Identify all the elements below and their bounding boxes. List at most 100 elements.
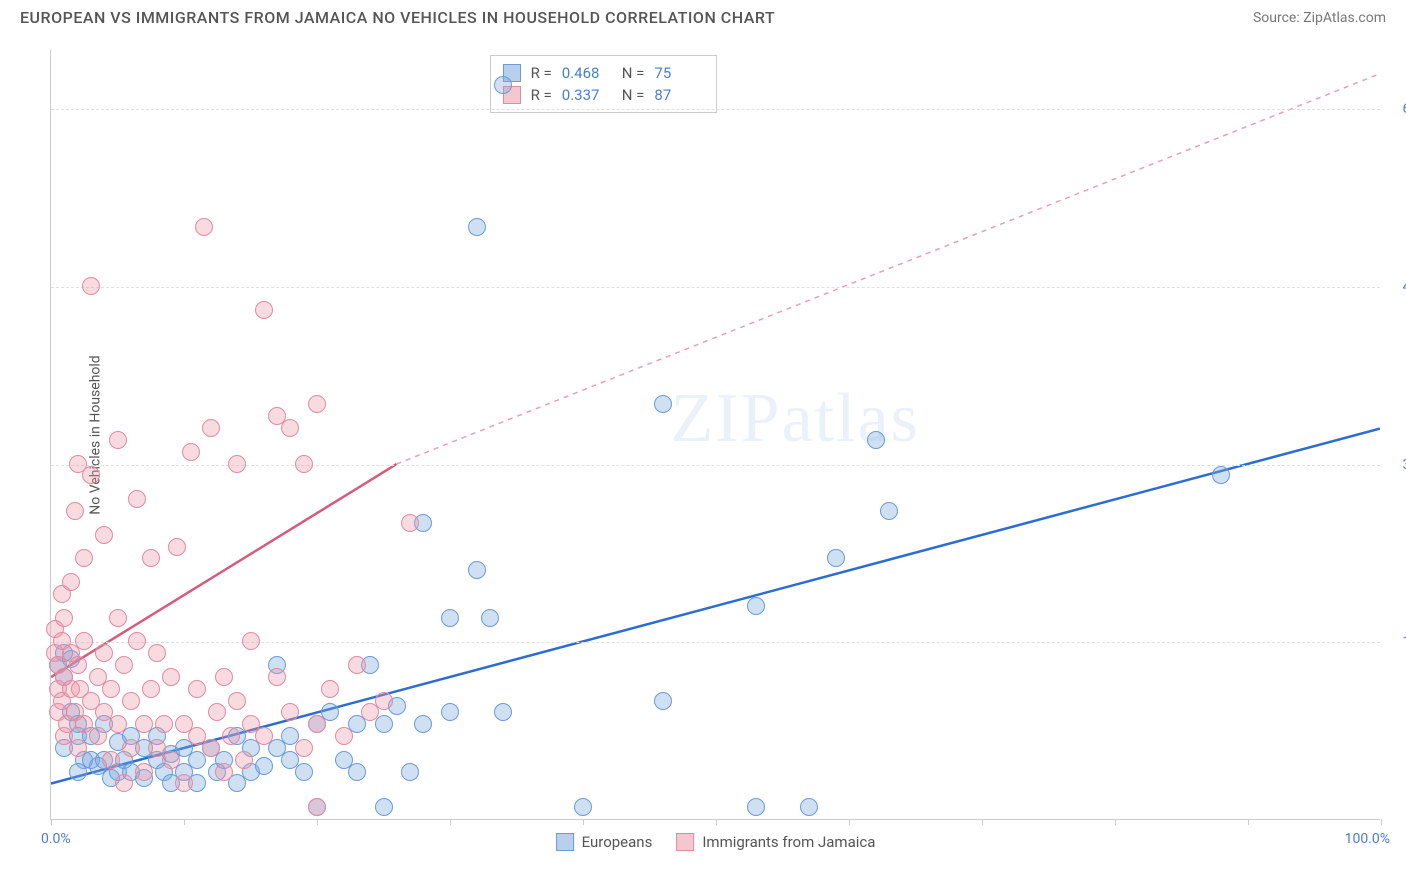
x-tick xyxy=(1381,819,1382,825)
data-point xyxy=(148,644,166,662)
data-point xyxy=(142,680,160,698)
data-point xyxy=(654,395,672,413)
gridline xyxy=(51,109,1380,110)
data-point xyxy=(95,644,113,662)
data-point xyxy=(128,490,146,508)
x-tick xyxy=(1248,819,1249,825)
data-point xyxy=(195,218,213,236)
legend: Europeans Immigrants from Jamaica xyxy=(556,833,876,851)
data-point xyxy=(494,703,512,721)
data-point xyxy=(188,680,206,698)
gridline xyxy=(51,287,1380,288)
watermark-bold: ZIP xyxy=(671,380,782,457)
data-point xyxy=(308,395,326,413)
data-point xyxy=(89,727,107,745)
data-point xyxy=(654,692,672,710)
data-point xyxy=(255,727,273,745)
legend-item: Immigrants from Jamaica xyxy=(676,833,875,851)
x-tick xyxy=(51,819,52,825)
data-point xyxy=(69,656,87,674)
data-point xyxy=(747,798,765,816)
chart-title: EUROPEAN VS IMMIGRANTS FROM JAMAICA NO V… xyxy=(20,8,775,27)
data-point xyxy=(115,774,133,792)
data-point xyxy=(494,76,512,94)
data-point xyxy=(747,597,765,615)
data-point xyxy=(162,668,180,686)
source-attribution: Source: ZipAtlas.com xyxy=(1253,10,1386,26)
data-point xyxy=(468,218,486,236)
y-axis-title: No Vehicles in Household xyxy=(88,355,104,514)
data-point xyxy=(295,455,313,473)
y-tick-label: 30.0% xyxy=(1385,457,1406,473)
data-point xyxy=(66,502,84,520)
x-tick xyxy=(849,819,850,825)
data-point xyxy=(401,763,419,781)
legend-item: Europeans xyxy=(556,833,653,851)
chart-header: EUROPEAN VS IMMIGRANTS FROM JAMAICA NO V… xyxy=(0,0,1406,31)
data-point xyxy=(208,703,226,721)
trend-lines xyxy=(51,50,1380,819)
data-point xyxy=(375,692,393,710)
n-label: N = xyxy=(622,64,645,82)
data-point xyxy=(401,514,419,532)
data-point xyxy=(255,757,273,775)
data-point xyxy=(102,751,120,769)
data-point xyxy=(800,798,818,816)
data-point xyxy=(441,609,459,627)
data-point xyxy=(202,419,220,437)
data-point xyxy=(75,549,93,567)
data-point xyxy=(122,739,140,757)
stats-row: R =0.337N =87 xyxy=(503,84,705,106)
data-point xyxy=(880,502,898,520)
data-point xyxy=(142,549,160,567)
data-point xyxy=(867,431,885,449)
data-point xyxy=(481,609,499,627)
x-tick xyxy=(184,819,185,825)
data-point xyxy=(268,668,286,686)
gridline xyxy=(51,465,1380,466)
data-point xyxy=(235,751,253,769)
n-value: 87 xyxy=(654,86,704,104)
data-point xyxy=(348,656,366,674)
data-point xyxy=(348,763,366,781)
x-tick xyxy=(583,819,584,825)
data-point xyxy=(441,703,459,721)
data-point xyxy=(228,692,246,710)
data-point xyxy=(168,538,186,556)
data-point xyxy=(82,466,100,484)
r-value: 0.468 xyxy=(562,64,612,82)
data-point xyxy=(1212,466,1230,484)
data-point xyxy=(115,656,133,674)
data-point xyxy=(295,763,313,781)
data-point xyxy=(102,680,120,698)
data-point xyxy=(222,727,240,745)
data-point xyxy=(281,703,299,721)
stats-row: R =0.468N =75 xyxy=(503,62,705,84)
data-point xyxy=(242,632,260,650)
y-tick-label: 15.0% xyxy=(1385,634,1406,650)
data-point xyxy=(255,301,273,319)
y-tick-label: 60.0% xyxy=(1385,101,1406,117)
data-point xyxy=(202,739,220,757)
x-tick xyxy=(1115,819,1116,825)
data-point xyxy=(295,739,313,757)
n-value: 75 xyxy=(654,64,704,82)
watermark-light: atlas xyxy=(782,380,920,457)
data-point xyxy=(135,715,153,733)
data-point xyxy=(95,526,113,544)
x-tick xyxy=(317,819,318,825)
data-point xyxy=(69,739,87,757)
legend-swatch xyxy=(556,833,574,851)
data-point xyxy=(62,573,80,591)
data-point xyxy=(109,609,127,627)
r-value: 0.337 xyxy=(562,86,612,104)
data-point xyxy=(281,419,299,437)
x-tick xyxy=(982,819,983,825)
data-point xyxy=(109,715,127,733)
data-point xyxy=(182,443,200,461)
data-point xyxy=(215,763,233,781)
x-axis-max-label: 100.0% xyxy=(1345,831,1390,847)
watermark: ZIPatlas xyxy=(671,379,920,459)
data-point xyxy=(228,455,246,473)
correlation-stats-box: R =0.468N =75R =0.337N =87 xyxy=(490,55,718,113)
